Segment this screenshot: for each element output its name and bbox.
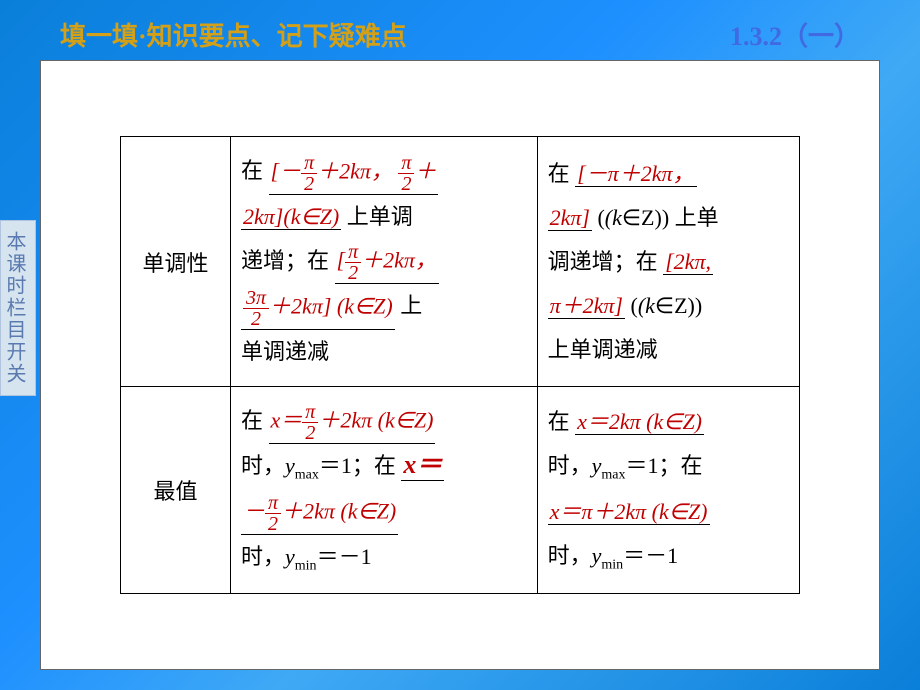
- answer-blank: [－π2＋2kπ， π2＋: [269, 153, 439, 195]
- answer-blank: x＝π＋2kπ (k∈Z): [548, 500, 710, 525]
- header-title: 填一填·知识要点、记下疑难点: [60, 16, 407, 53]
- answer-blank: －π2＋2kπ (k∈Z): [241, 493, 398, 535]
- header-section: 1.3.2（一）: [730, 16, 860, 53]
- answer-blank: [－π＋2kπ，: [575, 162, 696, 187]
- table-row: 单调性 在 [－π2＋2kπ， π2＋ 2kπ](k∈Z) 上单调 递增；在 […: [121, 137, 800, 386]
- cell-sin-extrema: 在 x＝π2＋2kπ (k∈Z) 时，ymax＝1；在 x＝ －π2＋2kπ (…: [231, 386, 538, 593]
- row-label-extrema: 最值: [121, 386, 231, 593]
- answer-blank: [2kπ,: [663, 250, 713, 275]
- cell-cos-extrema: 在 x＝2kπ (k∈Z) 时，ymax＝1；在 x＝π＋2kπ (k∈Z) 时…: [537, 386, 799, 593]
- answer-blank: x＝: [401, 451, 444, 481]
- answer-blank: 3π2＋2kπ] (k∈Z): [241, 288, 395, 330]
- slide-header: 填一填·知识要点、记下疑难点 1.3.2（一）: [0, 0, 920, 63]
- answer-blank: x＝2kπ (k∈Z): [575, 410, 704, 435]
- answer-blank: π＋2kπ]: [548, 294, 625, 319]
- answer-blank: [π2＋2kπ，: [335, 242, 439, 284]
- table-row: 最值 在 x＝π2＋2kπ (k∈Z) 时，ymax＝1；在 x＝ －π2＋2k…: [121, 386, 800, 593]
- row-label-monotonicity: 单调性: [121, 137, 231, 386]
- answer-blank: 2kπ](k∈Z): [241, 205, 341, 230]
- content-frame: 单调性 在 [－π2＋2kπ， π2＋ 2kπ](k∈Z) 上单调 递增；在 […: [40, 60, 880, 670]
- cell-sin-monotonic: 在 [－π2＋2kπ， π2＋ 2kπ](k∈Z) 上单调 递增；在 [π2＋2…: [231, 137, 538, 386]
- sidebar-tab[interactable]: 本课时栏目开关: [0, 220, 36, 396]
- answer-blank: 2kπ]: [548, 206, 592, 231]
- answer-blank: x＝π2＋2kπ (k∈Z): [269, 402, 436, 444]
- cell-cos-monotonic: 在 [－π＋2kπ， 2kπ] ((k∈Z)) 上单 调递增；在 [2kπ, π…: [537, 137, 799, 386]
- properties-table: 单调性 在 [－π2＋2kπ， π2＋ 2kπ](k∈Z) 上单调 递增；在 […: [120, 136, 800, 593]
